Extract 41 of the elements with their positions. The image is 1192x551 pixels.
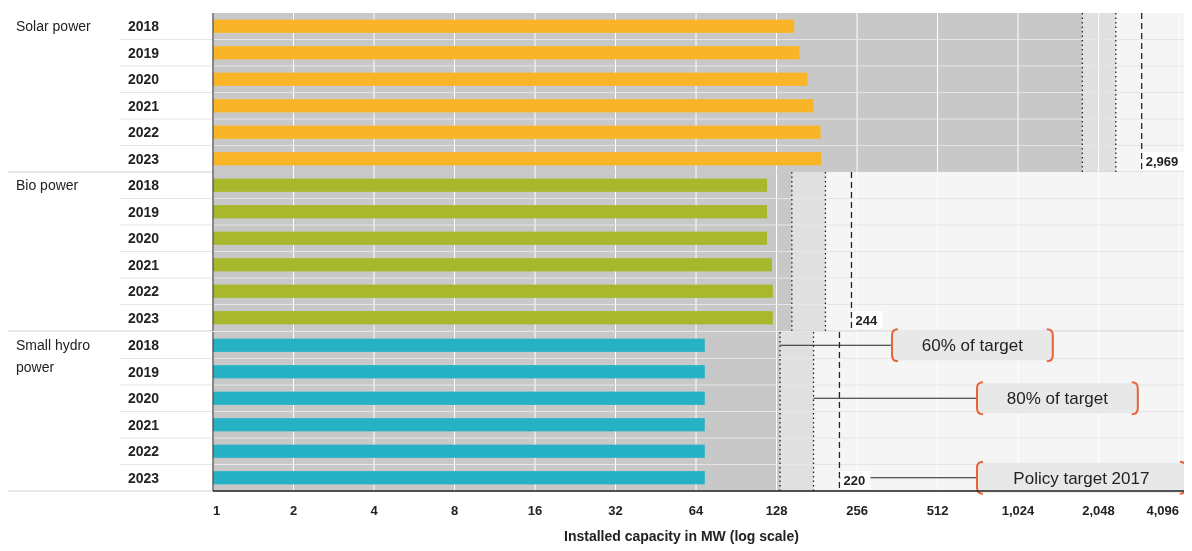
y-tick-label: 2022: [128, 283, 160, 300]
x-tick-label: 1: [213, 503, 221, 518]
y-tick-label: 2018: [128, 337, 160, 354]
y-tick-label: 2023: [128, 150, 160, 167]
annotation: Policy target 2017: [1013, 468, 1150, 488]
y-tick-label: 2023: [128, 469, 160, 486]
ref-line-label: 244: [855, 313, 878, 328]
y-tick-label: 2023: [128, 309, 160, 326]
annotation: 60% of target: [921, 336, 1024, 356]
y-tick-label: 2021: [128, 416, 160, 433]
y-tick-label: 2018: [128, 18, 160, 35]
x-tick-label: 1,024: [1001, 503, 1036, 518]
y-tick-label: 2022: [128, 124, 160, 141]
y-tick-label: 2018: [128, 177, 160, 194]
annotation: 80% of target: [1006, 389, 1109, 409]
x-tick-label: 16: [527, 503, 543, 518]
x-tick-label: 4,096: [1146, 503, 1180, 518]
x-tick-label: 8: [450, 503, 459, 518]
y-tick-label: 2019: [128, 363, 160, 380]
ref-line-label: 220: [843, 473, 866, 488]
x-axis-title: Installed capacity in MW (log scale): [564, 528, 799, 544]
x-tick-label: 2,048: [1082, 503, 1115, 518]
y-tick-label: 2021: [128, 256, 160, 273]
y-tick-label: 2019: [128, 203, 160, 220]
x-tick-label: 32: [608, 503, 623, 518]
y-tick-label: 2021: [128, 97, 160, 114]
x-tick-label: 4: [370, 503, 379, 518]
x-tick-label: 64: [688, 503, 705, 518]
x-tick-label: 256: [846, 503, 868, 518]
x-tick-label: 512: [926, 503, 949, 518]
y-axis-title: Small hydro power: [16, 337, 91, 376]
x-tick-label: 128: [765, 503, 788, 518]
ref-line-label: 2,969: [1145, 154, 1179, 169]
y-tick-label: 2020: [128, 230, 160, 247]
y-axis-title: Solar power: [16, 18, 92, 35]
y-tick-label: 2019: [128, 44, 160, 61]
y-tick-label: 2020: [128, 390, 160, 407]
x-tick-label: 2: [289, 503, 298, 518]
y-tick-label: 2022: [128, 443, 160, 460]
y-axis-title: Bio power: [16, 177, 79, 194]
y-tick-label: 2020: [128, 71, 160, 88]
